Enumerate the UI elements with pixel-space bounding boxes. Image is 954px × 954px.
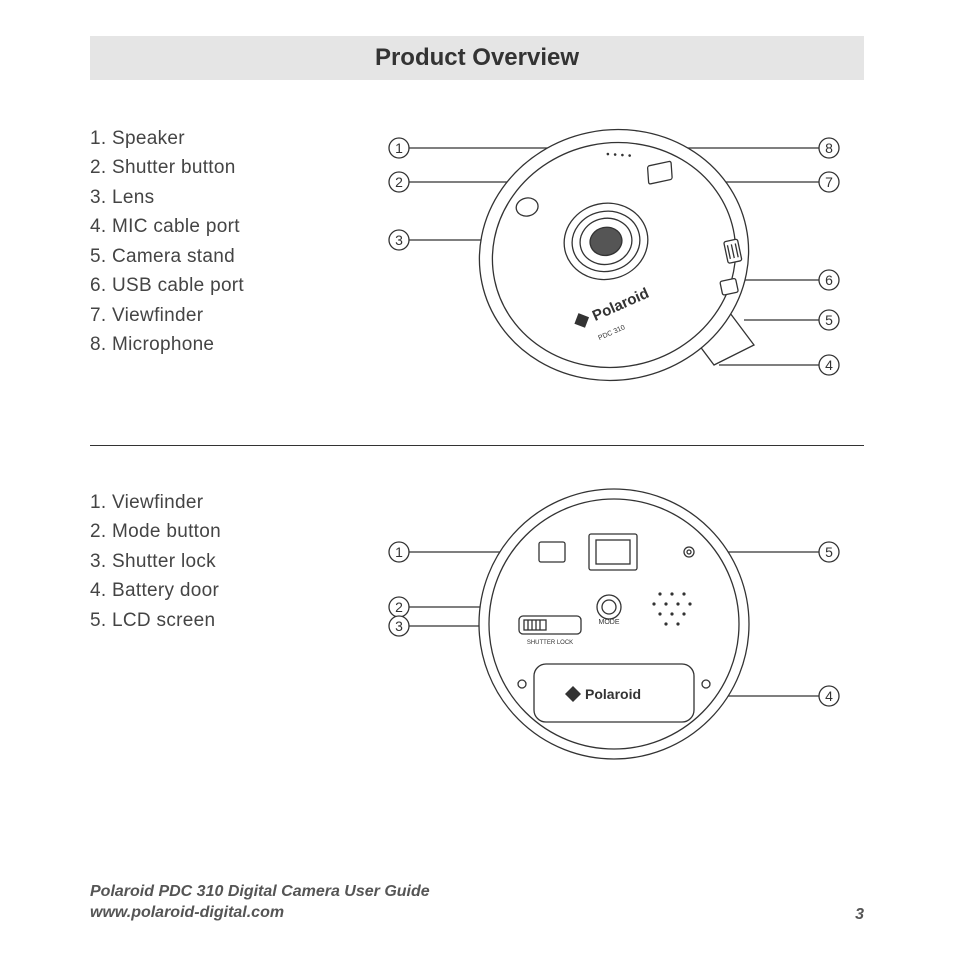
svg-text:3: 3 bbox=[395, 618, 403, 634]
svg-text:1: 1 bbox=[395, 544, 403, 560]
list-item: 5. LCD screen bbox=[90, 606, 364, 635]
svg-text:2: 2 bbox=[395, 174, 403, 190]
back-parts-list: 1. Viewfinder 2. Mode button 3. Shutter … bbox=[90, 474, 364, 779]
svg-text:5: 5 bbox=[825, 312, 833, 328]
svg-text:5: 5 bbox=[825, 544, 833, 560]
svg-text:SHUTTER LOCK: SHUTTER LOCK bbox=[527, 640, 573, 646]
svg-text:Polaroid: Polaroid bbox=[585, 686, 641, 702]
back-diagram: 1 2 3 5 4 bbox=[364, 474, 864, 779]
front-view-section: 1. Speaker 2. Shutter button 3. Lens 4. … bbox=[90, 110, 864, 405]
svg-text:4: 4 bbox=[825, 688, 833, 704]
list-item: 4. Battery door bbox=[90, 576, 364, 605]
svg-text:7: 7 bbox=[825, 174, 833, 190]
list-item: 3. Lens bbox=[90, 183, 364, 212]
svg-text:1: 1 bbox=[395, 140, 403, 156]
svg-text:3: 3 bbox=[395, 232, 403, 248]
page-title: Product Overview bbox=[90, 36, 864, 80]
svg-text:8: 8 bbox=[825, 140, 833, 156]
list-item: 2. Shutter button bbox=[90, 153, 364, 182]
page-footer: Polaroid PDC 310 Digital Camera User Gui… bbox=[90, 881, 864, 924]
page-number: 3 bbox=[855, 906, 864, 924]
svg-text:4: 4 bbox=[825, 357, 833, 373]
list-item: 2. Mode button bbox=[90, 517, 364, 546]
svg-text:MODE: MODE bbox=[599, 619, 620, 626]
list-item: 6. USB cable port bbox=[90, 271, 364, 300]
list-item: 8. Microphone bbox=[90, 330, 364, 359]
section-divider bbox=[90, 445, 864, 446]
list-item: 7. Viewfinder bbox=[90, 301, 364, 330]
list-item: 5. Camera stand bbox=[90, 242, 364, 271]
svg-text:2: 2 bbox=[395, 599, 403, 615]
svg-text:6: 6 bbox=[825, 272, 833, 288]
list-item: 3. Shutter lock bbox=[90, 547, 364, 576]
front-parts-list: 1. Speaker 2. Shutter button 3. Lens 4. … bbox=[90, 110, 364, 405]
front-diagram: 1 2 3 8 7 6 5 4 bbox=[364, 110, 864, 405]
back-view-section: 1. Viewfinder 2. Mode button 3. Shutter … bbox=[90, 474, 864, 779]
footer-guide-title: Polaroid PDC 310 Digital Camera User Gui… bbox=[90, 881, 430, 903]
list-item: 1. Viewfinder bbox=[90, 488, 364, 517]
list-item: 1. Speaker bbox=[90, 124, 364, 153]
list-item: 4. MIC cable port bbox=[90, 212, 364, 241]
footer-url: www.polaroid-digital.com bbox=[90, 902, 430, 924]
